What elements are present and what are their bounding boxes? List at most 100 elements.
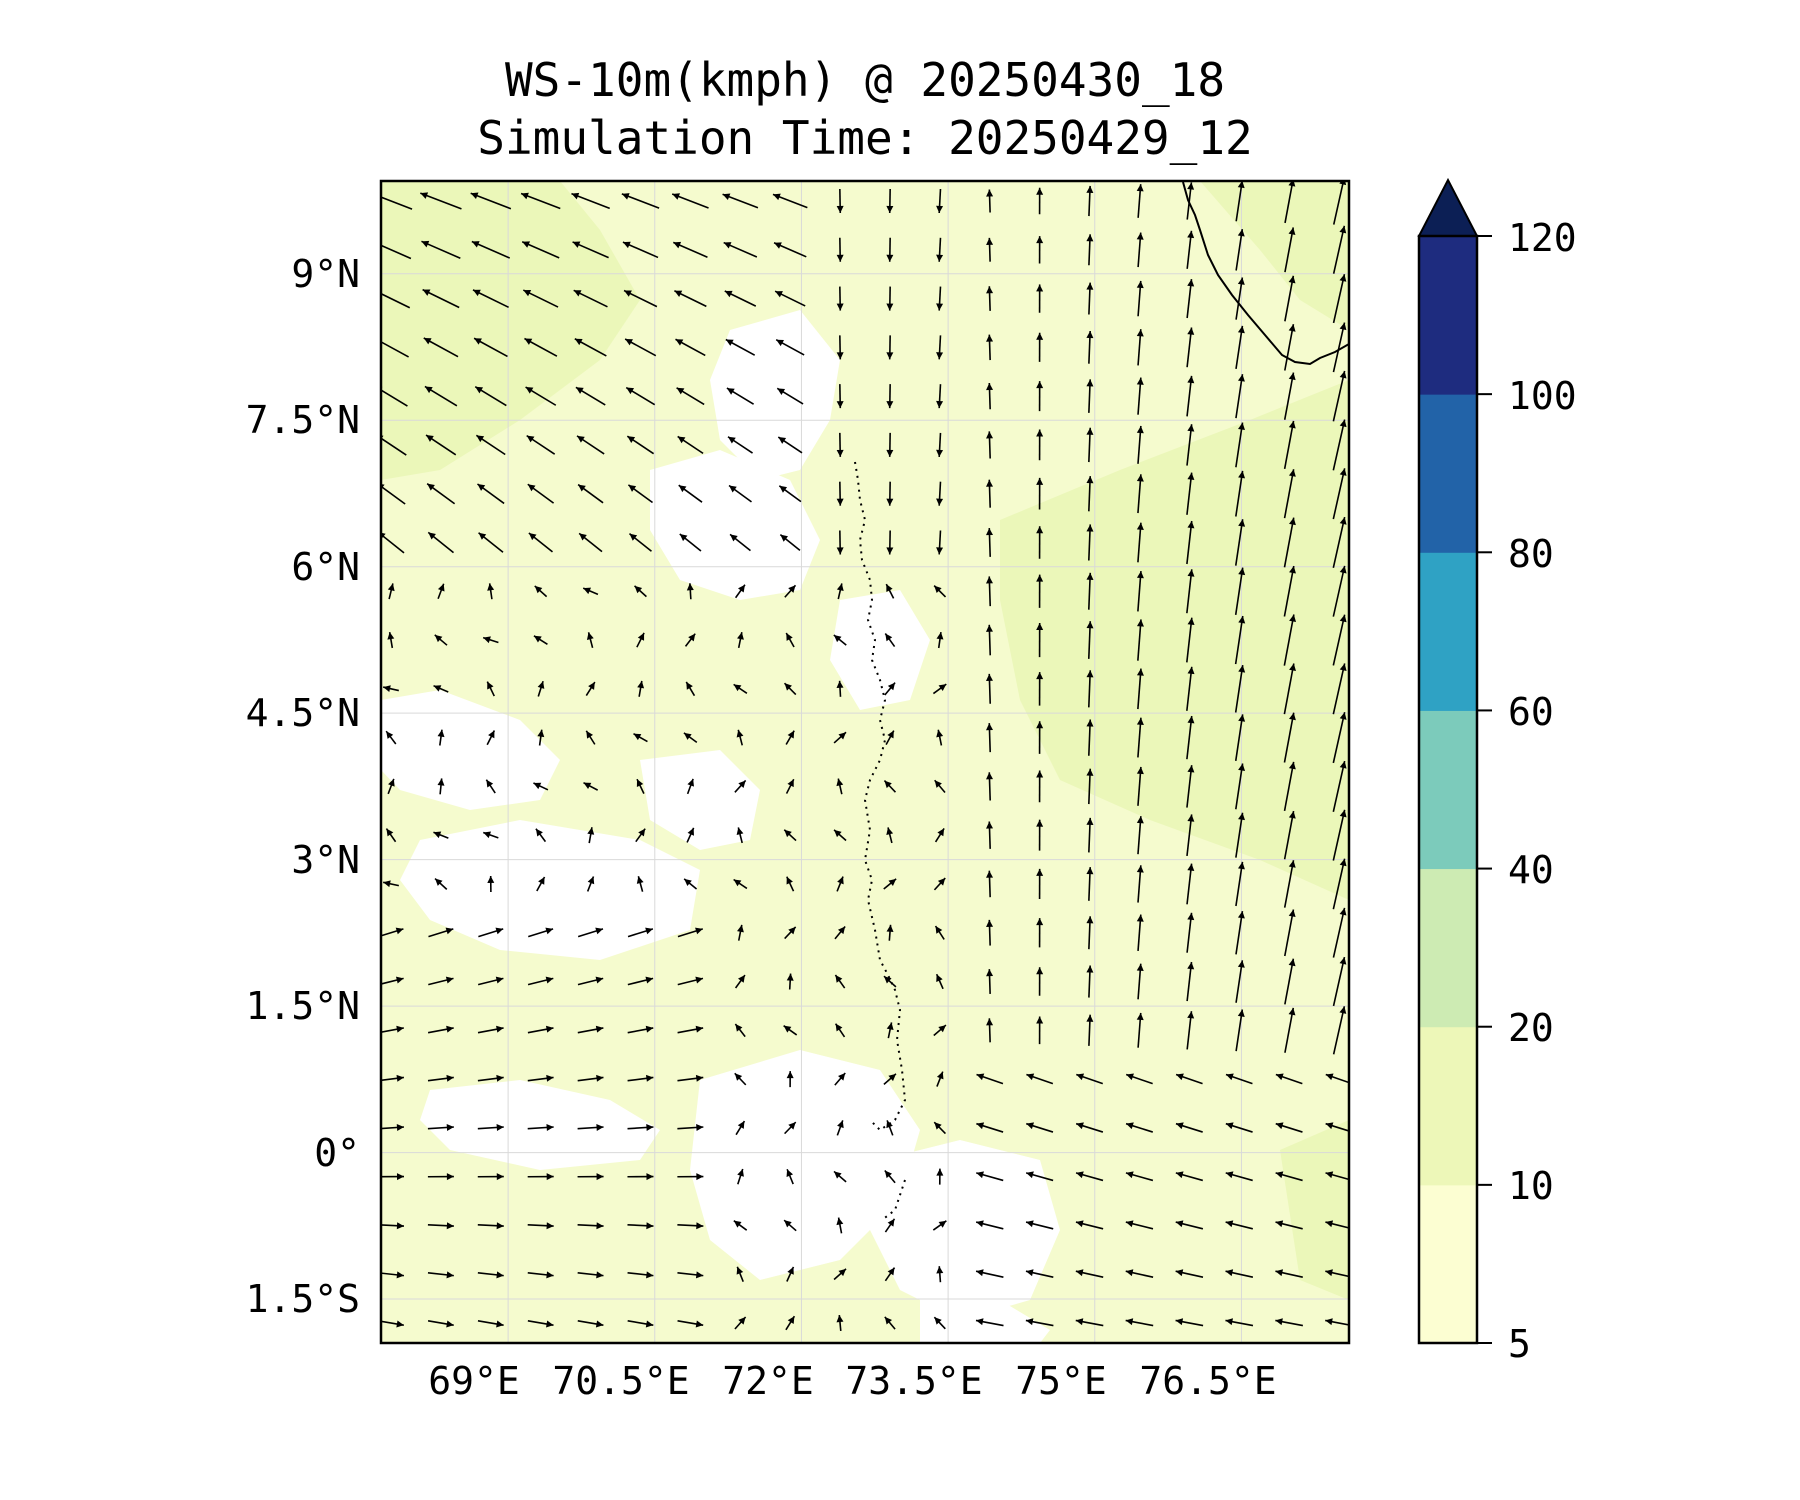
wind-arrow bbox=[1283, 420, 1296, 470]
wind-arrow bbox=[785, 1315, 796, 1331]
wind-arrow bbox=[1275, 1220, 1303, 1230]
wind-arrow bbox=[1283, 614, 1297, 666]
longitude-tick-labels: 69°E 70.5°E 72°E 73.5°E 75°E 76.5°E bbox=[428, 1359, 1276, 1403]
wind-arrow bbox=[1076, 1073, 1104, 1085]
wind-arrow bbox=[933, 877, 946, 891]
wind-arrow bbox=[774, 290, 806, 307]
wind-arrow bbox=[1234, 615, 1246, 665]
wind-arrow bbox=[381, 244, 412, 260]
wind-arrow bbox=[677, 1173, 704, 1181]
wind-arrow bbox=[727, 436, 753, 454]
wind-arrow bbox=[381, 976, 404, 985]
wind-arrow bbox=[686, 827, 695, 843]
wind-arrow bbox=[1036, 477, 1044, 510]
wind-arrow bbox=[1283, 712, 1296, 763]
wind-arrow bbox=[883, 878, 897, 890]
wind-arrow bbox=[385, 730, 397, 745]
wind-arrow bbox=[934, 925, 945, 940]
wind-arrow bbox=[1186, 279, 1195, 319]
wind-arrow bbox=[935, 973, 944, 990]
colorbar-ticks bbox=[1477, 235, 1492, 1344]
colorbar-label: 120 bbox=[1508, 216, 1577, 260]
wind-arrow bbox=[473, 337, 508, 358]
wind-arrow bbox=[884, 633, 896, 648]
wind-arrow bbox=[427, 1222, 454, 1230]
wind-arrow bbox=[1235, 763, 1246, 810]
wind-arrow bbox=[677, 1222, 704, 1230]
wind-arrow bbox=[1235, 228, 1245, 271]
colorbar-segments bbox=[1419, 236, 1477, 1344]
wind-arrow bbox=[836, 432, 844, 457]
wind-arrow bbox=[674, 290, 707, 308]
wind-arrow bbox=[577, 927, 604, 938]
wind-arrow bbox=[1235, 181, 1245, 222]
wind-arrow bbox=[1086, 916, 1094, 950]
wind-arrow bbox=[478, 927, 504, 938]
wind-arrow bbox=[1036, 1016, 1044, 1045]
wind-arrow bbox=[1225, 1171, 1253, 1182]
wind-arrow bbox=[577, 1074, 604, 1082]
wind-arrow bbox=[627, 1123, 654, 1131]
wind-arrow bbox=[734, 1072, 747, 1086]
wind-arrow bbox=[527, 1271, 554, 1279]
wind-arrow bbox=[627, 1074, 654, 1082]
wind-arrow bbox=[836, 237, 844, 262]
wind-arrow bbox=[1186, 424, 1195, 466]
lat-tick-label: 0° bbox=[314, 1131, 360, 1175]
wind-arrow bbox=[1175, 1122, 1203, 1133]
wind-arrow bbox=[1332, 370, 1347, 422]
wind-arrow bbox=[834, 1023, 846, 1038]
wind-arrow bbox=[776, 387, 804, 405]
wind-arrow bbox=[1234, 665, 1246, 713]
latitude-tick-labels: 9°N 7.5°N 6°N 4.5°N 3°N 1.5°N 0° 1.5°S bbox=[246, 252, 360, 1321]
colorbar-label: 10 bbox=[1508, 1164, 1554, 1208]
wind-arrow bbox=[1136, 766, 1144, 806]
colorbar: 5 10 20 40 60 80 100 120 bbox=[1417, 177, 1577, 1366]
wind-arrow bbox=[1086, 379, 1094, 413]
wind-arrow bbox=[527, 1222, 554, 1230]
wind-arrow bbox=[1283, 517, 1296, 568]
wind-arrow bbox=[1225, 1073, 1253, 1085]
wind-arrow bbox=[834, 974, 846, 989]
wind-arrow bbox=[676, 387, 705, 406]
wind-arrow bbox=[422, 288, 460, 309]
calm-area-west-1 bbox=[381, 690, 560, 810]
wind-arrow bbox=[836, 1120, 844, 1136]
wind-arrow bbox=[886, 924, 894, 941]
wind-arrow bbox=[783, 829, 797, 842]
wind-arrow bbox=[1186, 715, 1195, 760]
wind-arrow bbox=[932, 683, 947, 695]
wind-arrow bbox=[471, 240, 511, 259]
calm-area-north bbox=[710, 310, 840, 480]
wind-arrow bbox=[1235, 960, 1245, 1003]
wind-arrow bbox=[836, 876, 844, 892]
wind-arrow bbox=[675, 338, 706, 357]
wind-arrow bbox=[1186, 912, 1195, 953]
lat-tick-label: 3°N bbox=[291, 838, 360, 882]
wind-arrow bbox=[728, 484, 752, 503]
wind-arrow bbox=[583, 781, 599, 791]
wind-arrow bbox=[1332, 956, 1347, 1007]
wind-arrow bbox=[433, 684, 449, 693]
wind-arrow bbox=[1186, 230, 1195, 269]
wind-arrow bbox=[677, 976, 704, 986]
wind-arrow bbox=[383, 685, 399, 693]
wind-arrow bbox=[886, 286, 894, 311]
wind-arrow bbox=[1186, 182, 1195, 220]
wind-arrow bbox=[934, 779, 946, 794]
wind-arrow bbox=[836, 1314, 844, 1332]
wind-arrow bbox=[577, 1320, 604, 1328]
wind-arrow bbox=[487, 875, 495, 892]
wind-arrow bbox=[585, 681, 596, 697]
wind-arrow bbox=[535, 828, 547, 843]
wind-arrow bbox=[833, 829, 847, 842]
wind-arrow bbox=[1136, 474, 1144, 514]
wind-arrow bbox=[1332, 712, 1347, 764]
wind-arrow bbox=[477, 1074, 504, 1082]
wind-arrow bbox=[477, 1271, 504, 1279]
wind-arrow bbox=[1025, 1220, 1054, 1230]
wind-arrow bbox=[534, 585, 548, 598]
wind-arrow bbox=[627, 1173, 654, 1181]
wind-arrow bbox=[836, 188, 844, 214]
wind-arrow bbox=[474, 386, 507, 407]
